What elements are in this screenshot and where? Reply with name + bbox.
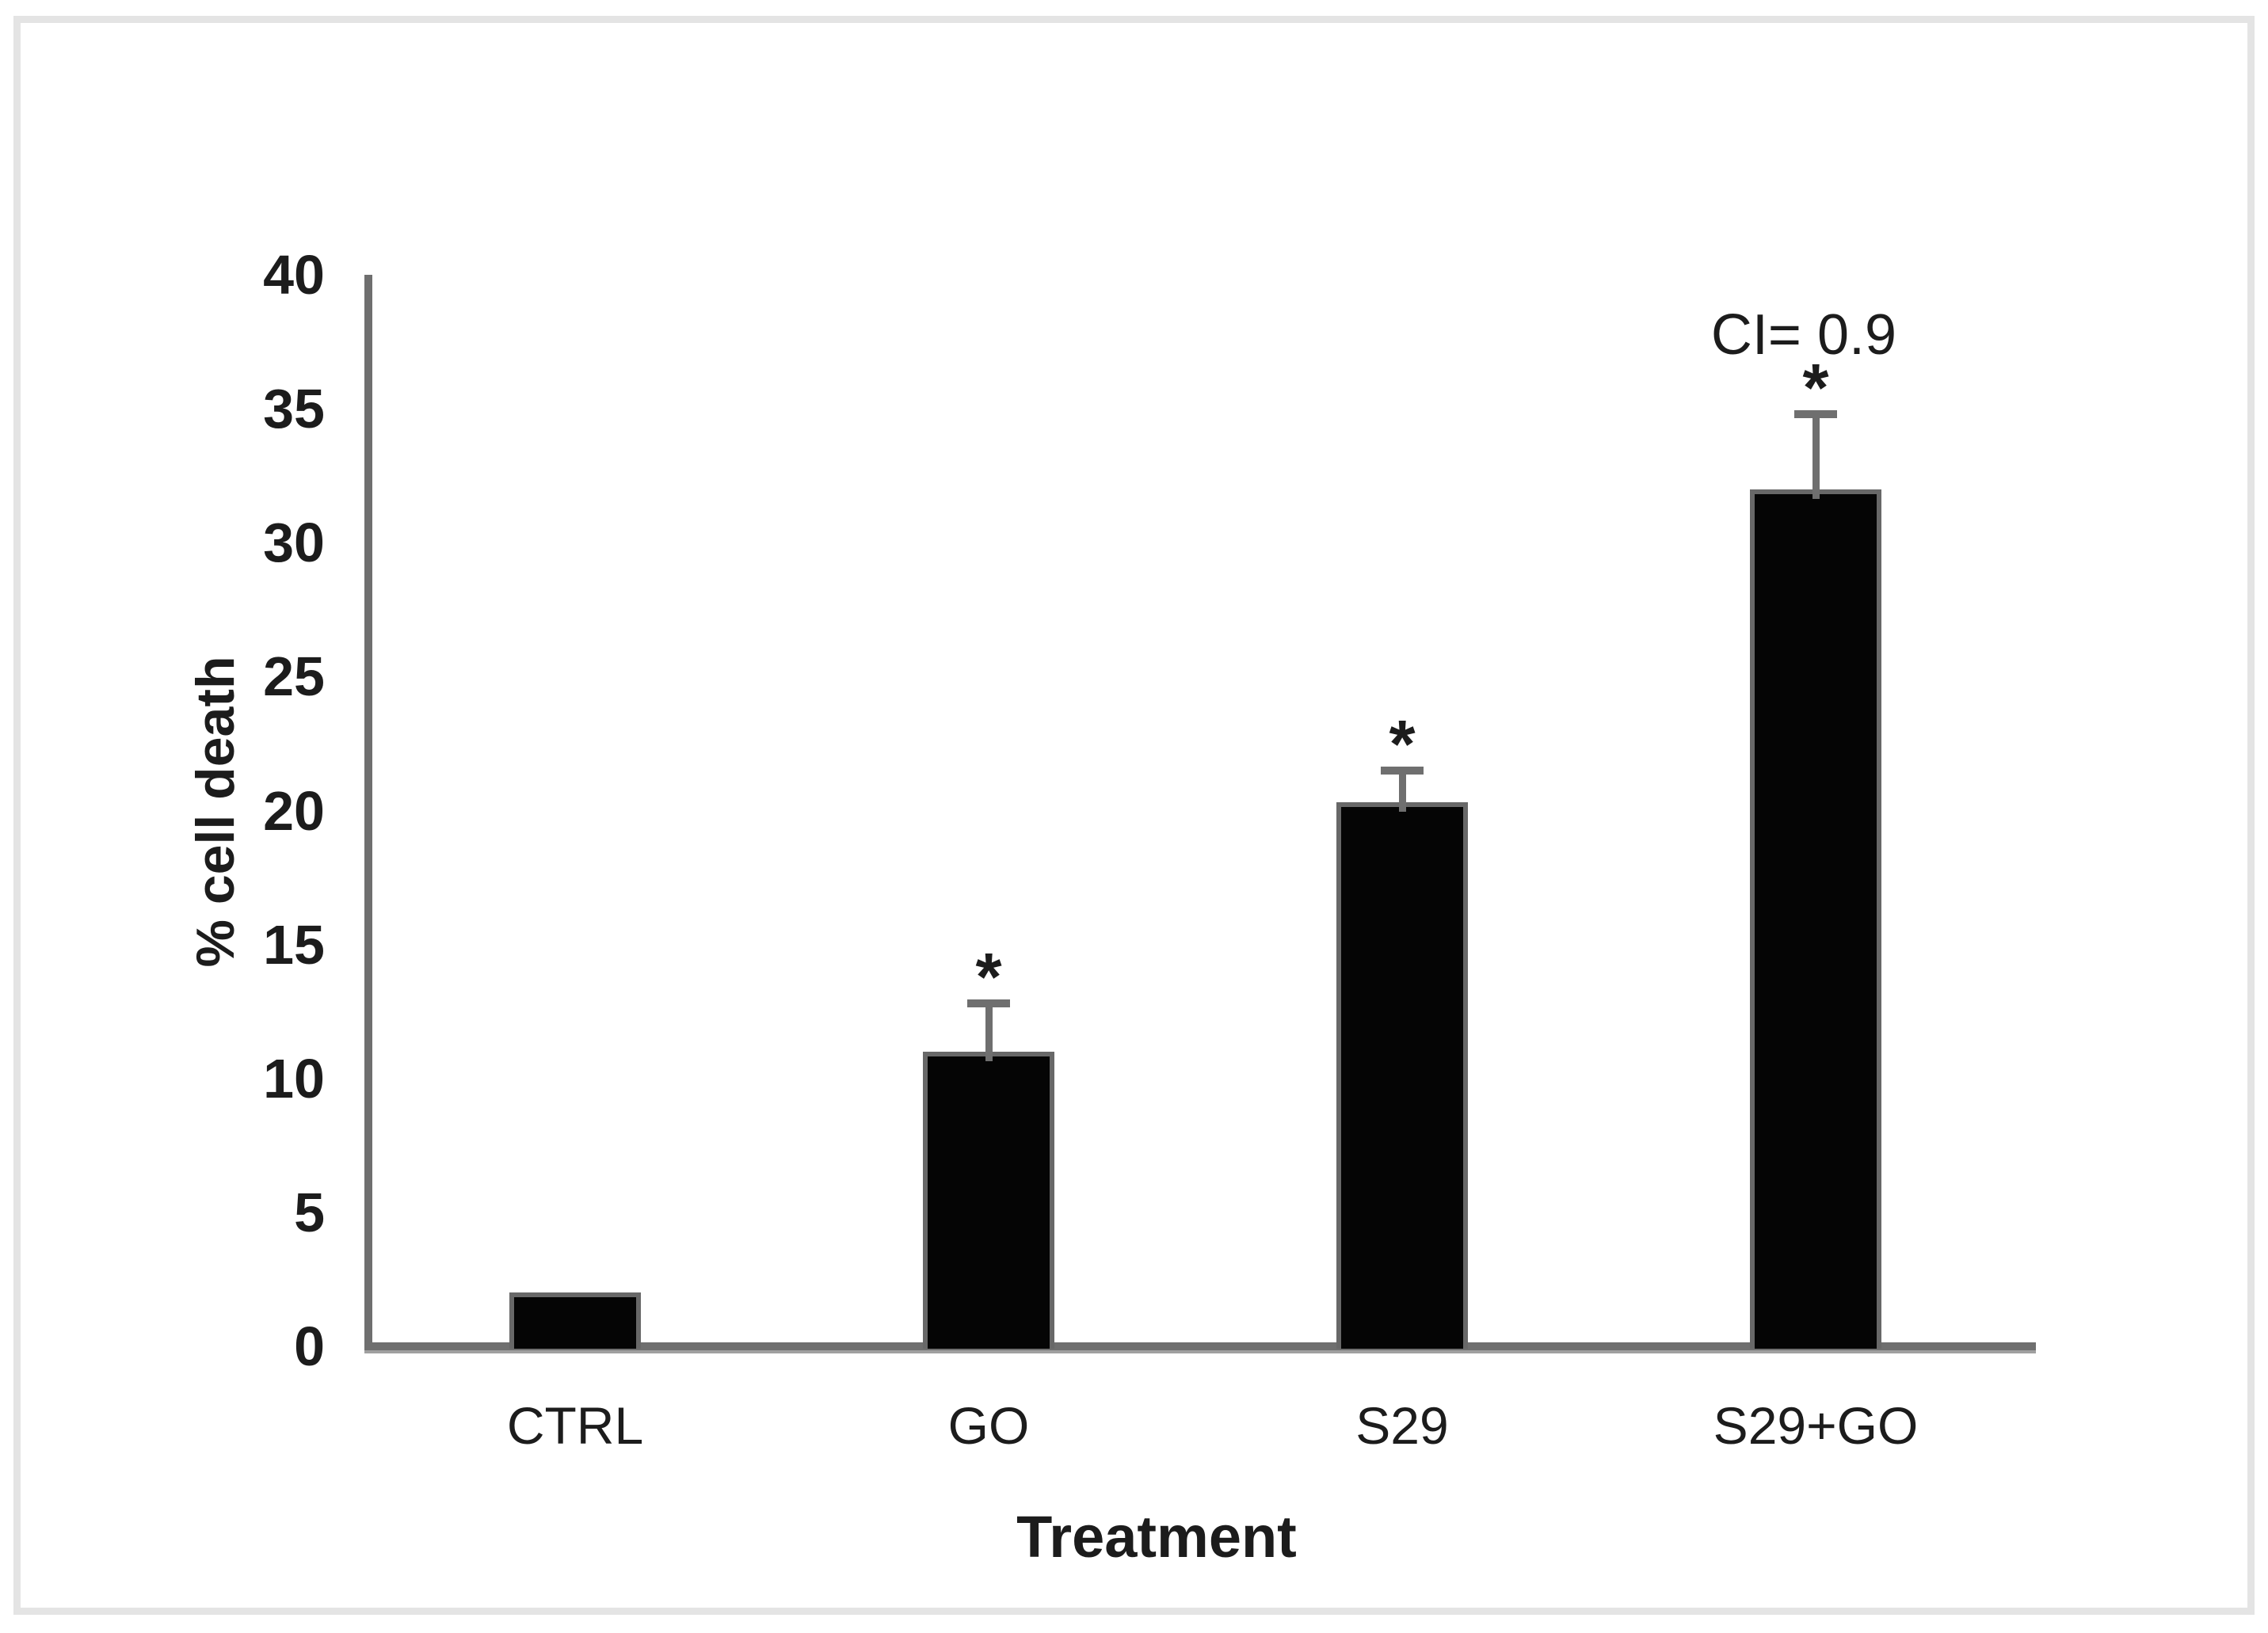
y-tick-label: 30: [263, 512, 325, 574]
y-tick-label: 35: [263, 378, 325, 440]
y-tick-label: 5: [294, 1181, 325, 1243]
error-bar-cap: [1794, 409, 1837, 418]
error-bar-cap: [1381, 766, 1424, 775]
x-axis-line: [364, 1342, 2036, 1353]
y-tick-label: 0: [294, 1315, 325, 1377]
bar-S29+GO: [1750, 489, 1881, 1349]
error-bar-stem: [1812, 413, 1820, 499]
x-category-label: GO: [947, 1396, 1030, 1455]
x-category-label: S29+GO: [1713, 1396, 1919, 1455]
error-bar-stem: [985, 1003, 993, 1061]
y-axis-line: [364, 275, 372, 1350]
y-tick-label: 40: [263, 244, 325, 306]
error-bar-cap: [967, 999, 1010, 1008]
bar-CTRL: [509, 1292, 641, 1349]
bar-GO: [923, 1051, 1054, 1349]
x-category-label: CTRL: [506, 1396, 644, 1455]
figure-border-frame: [13, 16, 2255, 1615]
y-tick-label: 10: [263, 1047, 325, 1110]
x-axis-title: Treatment: [1016, 1504, 1297, 1570]
y-tick-label: 20: [263, 779, 325, 842]
y-tick-label: 15: [263, 913, 325, 976]
error-bar-stem: [1399, 770, 1406, 813]
x-category-label: S29: [1355, 1396, 1449, 1455]
annotation-ci-label: CI= 0.9: [1710, 303, 1897, 367]
y-tick-label: 25: [263, 645, 325, 708]
y-axis-title: % cell death: [185, 656, 246, 968]
bar-S29: [1336, 802, 1468, 1349]
